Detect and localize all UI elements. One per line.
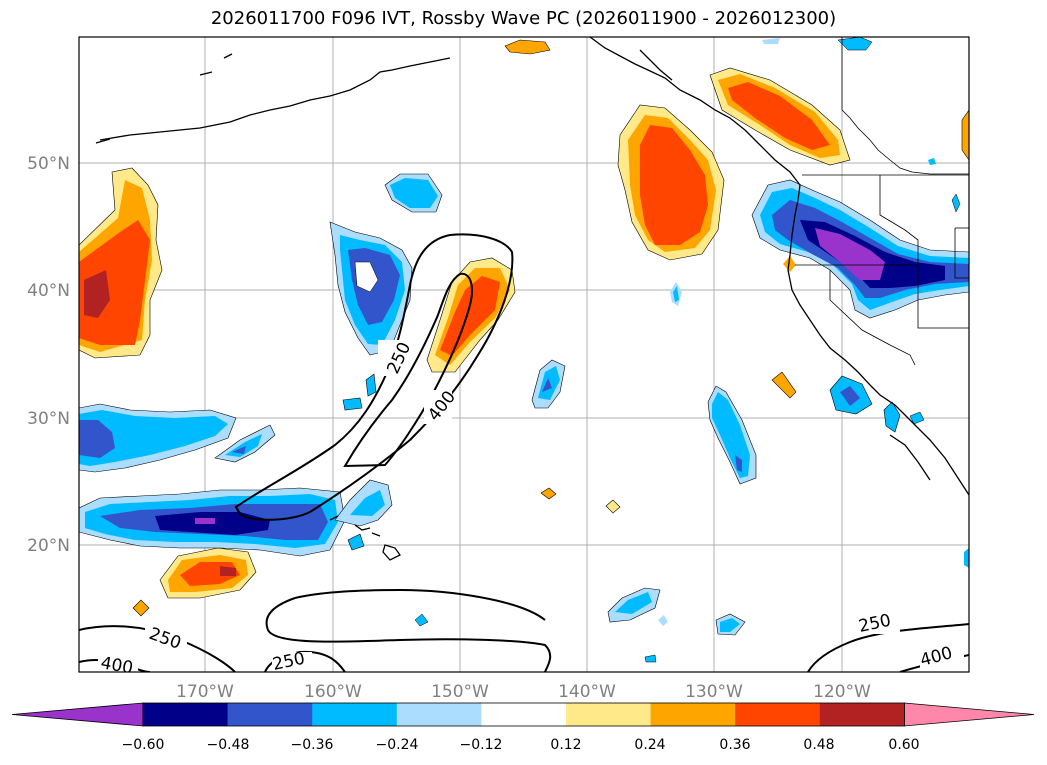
colorbar-frame	[142, 702, 905, 727]
positive-anomaly-small-2	[540, 487, 557, 500]
lat-label-30n: 30°N	[27, 409, 70, 429]
colorbar-segment	[650, 703, 736, 726]
borders	[795, 37, 969, 366]
map-title: 2026011700 F096 IVT, Rossby Wave PC (202…	[210, 8, 837, 29]
colorbar-tick-label: 0.24	[634, 737, 665, 753]
colorbar-segment	[735, 703, 821, 726]
negative-anomaly-central-22n	[79, 487, 346, 557]
positive-anomaly-northeast-pacific	[617, 104, 725, 261]
colorbar-segment	[481, 703, 567, 726]
positive-anomaly-small-1	[771, 371, 797, 399]
colorbar-segment	[566, 703, 652, 726]
positive-anomaly-small-3	[605, 499, 621, 514]
colorbar	[11, 702, 1035, 727]
colorbar-extend-low	[11, 702, 144, 727]
contour-label-group: 250 400 250 400 250 250 400	[98, 339, 964, 678]
colorbar-segment	[312, 703, 398, 726]
lon-label-130w: 130°W	[685, 682, 743, 702]
lat-label-40n: 40°N	[27, 281, 70, 301]
colorbar-segment	[819, 703, 905, 726]
lat-label-20n: 20°N	[27, 536, 70, 556]
colorbar-tick-label: 0.12	[550, 737, 581, 753]
colorbar-segment	[143, 703, 229, 726]
positive-anomaly-south	[132, 547, 257, 617]
colorbar-labels: −0.60 −0.48 −0.36 −0.24 −0.12 0.12 0.24 …	[122, 737, 920, 753]
colorbar-tick-label: −0.12	[460, 737, 503, 753]
lon-label-160w: 160°W	[304, 682, 362, 702]
negative-anomaly-small-a	[342, 397, 363, 411]
colorbar-tick-label: −0.48	[207, 737, 250, 753]
lat-labels: 50°N 40°N 30°N 20°N	[27, 154, 70, 556]
colorbar-tick-label: −0.24	[376, 737, 419, 753]
positive-anomaly-north	[504, 39, 551, 55]
positive-anomaly-west	[79, 167, 163, 359]
lat-label-50n: 50°N	[27, 154, 70, 174]
colorbar-segment	[227, 703, 313, 726]
colorbar-extend-high	[904, 702, 1035, 727]
colorbar-segment	[396, 703, 482, 726]
contour-label-250-c: 250	[271, 649, 307, 675]
colorbar-tick-label: 0.60	[888, 737, 919, 753]
colorbar-tick-label: 0.36	[719, 737, 750, 753]
colorbar-tick-label: −0.60	[122, 737, 165, 753]
negative-anomaly-west-30n	[79, 403, 237, 473]
lon-label-120w: 120°W	[813, 682, 871, 702]
lon-label-150w: 150°W	[431, 682, 489, 702]
negative-anomaly-small-b	[365, 373, 377, 397]
colorbar-tick-label: −0.36	[291, 737, 334, 753]
lon-label-170w: 170°W	[176, 682, 234, 702]
coastlines	[95, 37, 969, 561]
colorbar-tick-label: 0.48	[803, 737, 834, 753]
lon-labels: 170°W 160°W 150°W 140°W 130°W 120°W	[176, 682, 871, 702]
positive-anomaly-central	[426, 257, 516, 373]
positive-anomaly-small-4	[783, 256, 796, 272]
lon-label-140w: 140°W	[558, 682, 616, 702]
positive-anomaly-bc-coast	[709, 67, 969, 166]
map-border	[78, 36, 970, 673]
contour-label-400-b: 400	[99, 653, 134, 678]
negative-anomaly-west-us	[751, 179, 969, 319]
negative-anomaly-central-40n	[329, 221, 413, 356]
